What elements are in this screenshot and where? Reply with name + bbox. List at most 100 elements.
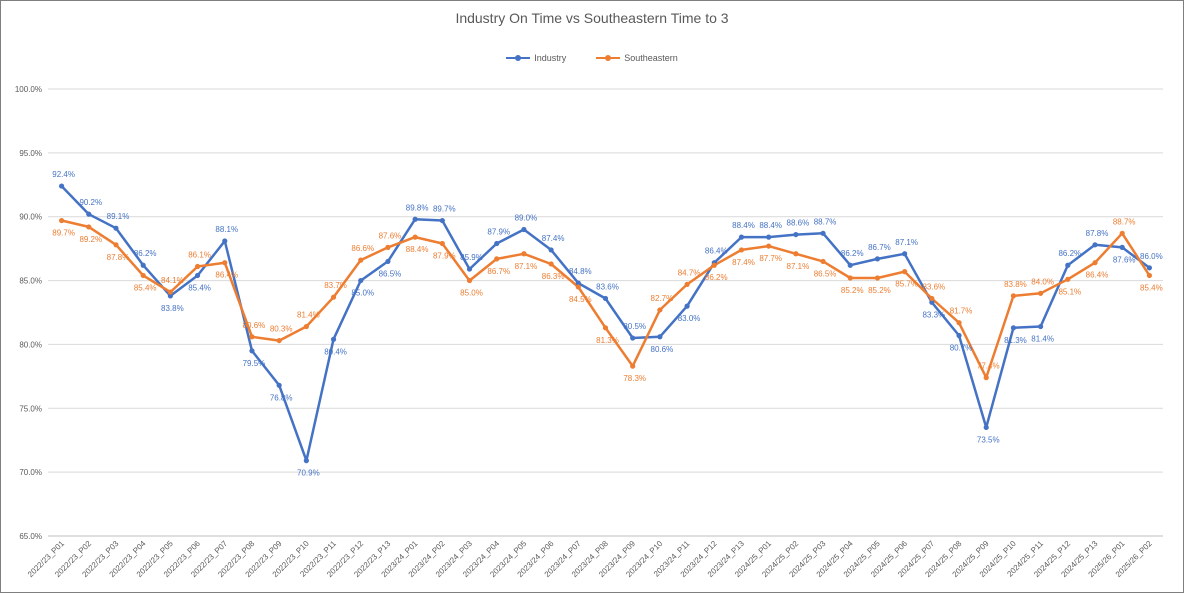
data-label-southeastern: 87.9% [433,252,456,261]
data-label-southeastern: 88.7% [1113,217,1136,226]
data-point-industry [902,251,908,257]
data-point-southeastern [1119,230,1125,236]
data-point-southeastern [140,272,146,279]
data-point-industry [602,295,609,302]
data-label-industry: 80.6% [651,345,674,354]
data-label-industry: 86.2% [1058,249,1081,258]
data-label-industry: 83.6% [596,282,619,291]
data-label-industry: 84.8% [569,267,592,276]
legend-label-industry: Industry [534,53,567,63]
data-label-industry: 87.6% [1113,255,1136,264]
data-point-industry [929,299,935,305]
data-point-industry [358,277,364,284]
data-point-industry [1146,265,1153,271]
data-label-southeastern: 85.1% [1058,287,1081,296]
data-point-industry [874,256,881,262]
data-point-southeastern [330,294,337,300]
data-label-southeastern: 84.5% [569,295,592,304]
data-point-southeastern [303,323,309,330]
data-label-southeastern: 85.4% [1140,283,1163,292]
data-label-southeastern: 87.4% [732,258,755,267]
data-label-southeastern: 86.1% [188,251,211,260]
data-point-southeastern [1065,276,1071,282]
data-label-industry: 83.0% [678,314,701,323]
data-label-southeastern: 83.7% [324,281,347,290]
data-label-southeastern: 83.6% [922,282,945,291]
data-label-industry: 70.9% [297,469,320,478]
data-label-industry: 81.4% [1031,335,1054,344]
data-point-industry [766,234,772,240]
data-point-southeastern [86,224,92,230]
data-point-southeastern [575,284,581,290]
data-label-industry: 81.3% [1004,336,1027,345]
data-label-industry: 86.7% [868,243,891,252]
data-point-southeastern [657,307,663,313]
data-label-industry: 88.4% [759,221,782,230]
data-point-industry [983,424,989,431]
data-label-industry: 83.3% [922,310,945,319]
y-tick-label: 70.0% [19,468,42,477]
data-label-southeastern: 87.1% [515,262,538,271]
data-label-industry: 85.0% [351,289,374,298]
data-point-industry [793,231,799,238]
data-point-industry [303,458,309,464]
data-label-southeastern: 84.0% [1031,277,1054,286]
legend-swatch-industry [506,55,531,61]
data-label-southeastern: 89.2% [79,235,102,244]
data-label-southeastern: 85.0% [460,289,483,298]
data-label-industry: 86.4% [705,247,728,256]
data-point-industry [1119,244,1125,250]
legend-entry-industry: Industry [506,53,566,63]
data-label-southeastern: 84.1% [161,276,184,285]
data-label-industry: 92.4% [52,170,75,179]
data-point-industry [684,303,690,309]
y-tick-label: 75.0% [19,404,42,413]
data-label-industry: 89.8% [406,203,429,212]
data-point-industry [86,211,92,217]
data-point-industry [630,335,636,341]
data-label-industry: 87.4% [542,234,565,243]
y-tick-label: 85.0% [19,277,42,286]
data-label-southeastern: 78.3% [623,374,646,383]
data-label-industry: 80.4% [324,347,347,356]
legend-entry-southeastern: Southeastern [596,53,678,63]
data-label-industry: 76.8% [270,393,293,402]
data-label-industry: 89.7% [433,205,456,214]
data-label-southeastern: 86.6% [351,244,374,253]
data-point-southeastern [1146,272,1153,279]
legend-label-southeastern: Southeastern [624,53,678,63]
data-point-industry [820,230,826,236]
data-point-southeastern [412,234,418,240]
data-label-southeastern: 87.6% [379,231,402,240]
data-label-southeastern: 81.4% [297,311,320,320]
data-point-industry [167,293,173,299]
data-point-southeastern [793,251,799,257]
data-point-southeastern [847,275,853,281]
data-label-industry: 90.2% [79,198,102,207]
y-tick-label: 95.0% [19,149,42,158]
data-label-industry: 87.9% [487,228,510,237]
data-label-southeastern: 86.5% [814,269,837,278]
data-label-industry: 89.1% [107,212,130,221]
data-label-southeastern: 86.7% [487,267,510,276]
data-point-industry [521,226,527,233]
data-point-industry [276,382,282,388]
y-tick-label: 65.0% [19,532,42,541]
data-label-industry: 89.0% [515,213,538,222]
data-point-southeastern [385,244,391,250]
data-point-southeastern [956,320,962,326]
data-label-industry: 85.9% [460,253,483,262]
data-label-southeastern: 85.4% [134,283,157,292]
data-point-southeastern [1038,290,1044,296]
data-label-industry: 83.8% [161,304,184,313]
data-point-industry [58,183,65,189]
data-label-industry: 80.5% [623,322,646,331]
data-point-industry [194,272,201,279]
data-label-industry: 88.1% [215,225,238,234]
data-point-southeastern [630,363,636,369]
data-label-southeastern: 85.7% [895,280,918,289]
data-label-industry: 85.4% [188,283,211,292]
data-point-industry [222,238,228,244]
data-label-southeastern: 88.4% [406,245,429,254]
data-point-industry [466,266,473,272]
